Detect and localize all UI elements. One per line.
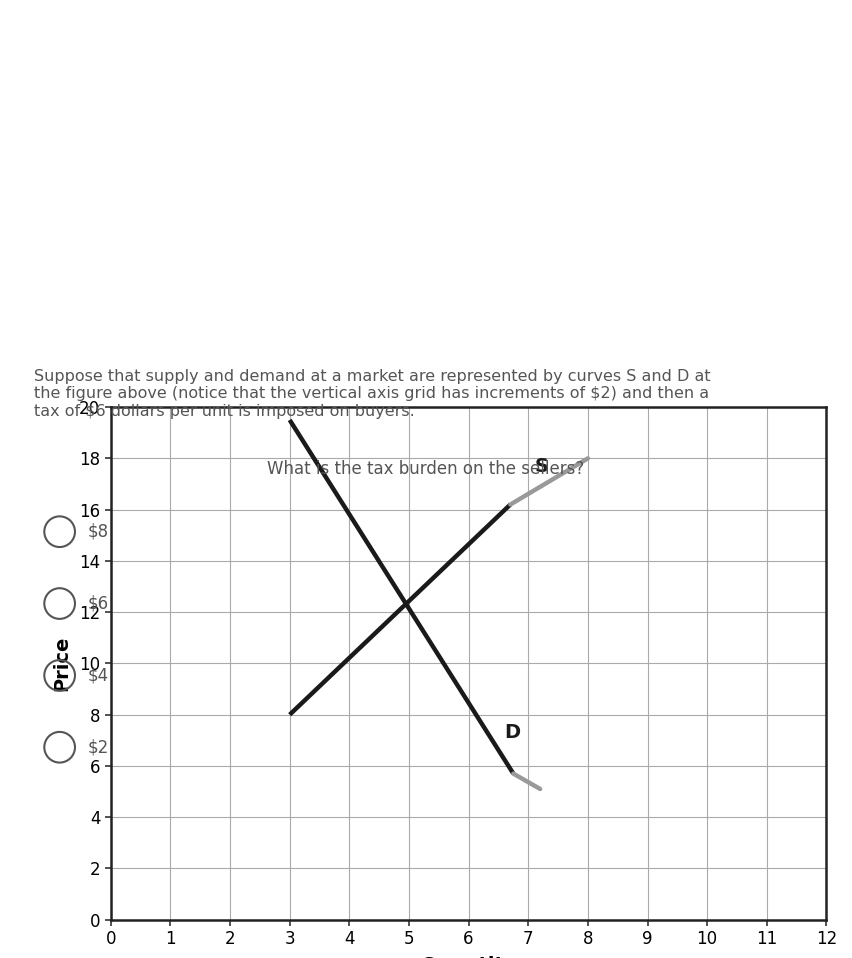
- Text: $4: $4: [88, 667, 109, 684]
- Text: D: D: [504, 723, 521, 742]
- Text: $6: $6: [88, 595, 109, 612]
- Text: S: S: [534, 457, 548, 475]
- Text: What is the tax burden on the sellers?: What is the tax burden on the sellers?: [268, 460, 584, 478]
- Text: $2: $2: [88, 739, 109, 756]
- Text: $8: $8: [88, 523, 109, 540]
- Text: Suppose that supply and demand at a market are represented by curves S and D at
: Suppose that supply and demand at a mark…: [34, 369, 711, 419]
- X-axis label: Quantity: Quantity: [421, 956, 516, 958]
- Y-axis label: Price: Price: [52, 636, 71, 691]
